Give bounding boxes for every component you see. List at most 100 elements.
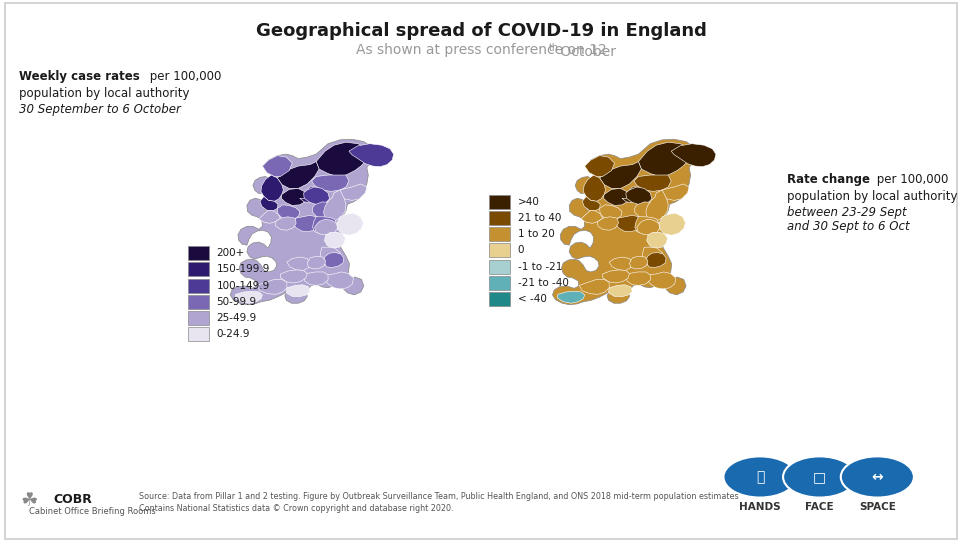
Polygon shape <box>286 285 309 296</box>
Polygon shape <box>320 247 341 267</box>
Polygon shape <box>314 219 337 235</box>
Polygon shape <box>580 210 602 223</box>
Text: population by local authority: population by local authority <box>786 190 956 203</box>
Polygon shape <box>234 292 262 304</box>
Polygon shape <box>259 210 280 223</box>
Text: 50-99.9: 50-99.9 <box>216 297 257 307</box>
Polygon shape <box>280 270 307 283</box>
Polygon shape <box>312 217 336 233</box>
Text: -1 to -21: -1 to -21 <box>517 262 561 272</box>
Polygon shape <box>646 272 675 289</box>
Polygon shape <box>307 256 326 269</box>
Text: 30 September to 6 October: 30 September to 6 October <box>19 103 181 116</box>
Polygon shape <box>582 175 605 201</box>
Polygon shape <box>339 184 366 201</box>
Polygon shape <box>281 189 307 205</box>
Text: th: th <box>548 43 558 53</box>
Polygon shape <box>599 162 641 189</box>
Polygon shape <box>234 292 262 304</box>
Polygon shape <box>262 156 292 177</box>
Polygon shape <box>581 197 600 211</box>
Polygon shape <box>645 190 668 221</box>
Text: Source: Data from Pillar 1 and 2 testing. Figure by Outbreak Surveillance Team, : Source: Data from Pillar 1 and 2 testing… <box>139 492 738 501</box>
Text: COBR: COBR <box>53 493 91 506</box>
Polygon shape <box>304 187 330 205</box>
Text: SPACE: SPACE <box>858 502 895 512</box>
Polygon shape <box>622 187 639 203</box>
Polygon shape <box>336 213 363 235</box>
Polygon shape <box>307 256 326 269</box>
Polygon shape <box>324 233 345 248</box>
Text: 21 to 40: 21 to 40 <box>517 213 560 223</box>
Polygon shape <box>304 272 328 286</box>
Text: HANDS: HANDS <box>738 502 780 512</box>
Polygon shape <box>608 257 631 270</box>
Polygon shape <box>323 190 346 221</box>
Polygon shape <box>646 233 667 248</box>
Polygon shape <box>262 156 292 177</box>
Polygon shape <box>597 217 618 230</box>
Polygon shape <box>584 156 614 177</box>
Polygon shape <box>636 219 659 235</box>
Polygon shape <box>671 144 715 167</box>
Polygon shape <box>286 285 309 296</box>
Polygon shape <box>603 189 628 205</box>
Polygon shape <box>661 184 688 201</box>
Text: ✋: ✋ <box>755 470 763 484</box>
Polygon shape <box>312 202 333 219</box>
Polygon shape <box>599 205 622 220</box>
Text: 100-149.9: 100-149.9 <box>216 281 269 291</box>
Polygon shape <box>646 253 665 267</box>
Polygon shape <box>312 202 333 219</box>
Polygon shape <box>286 257 309 270</box>
Polygon shape <box>293 215 319 231</box>
Polygon shape <box>275 217 296 230</box>
Polygon shape <box>320 247 341 267</box>
Text: between 23-29 Sept: between 23-29 Sept <box>786 206 905 219</box>
Polygon shape <box>324 253 343 267</box>
Text: < -40: < -40 <box>517 294 546 304</box>
Polygon shape <box>259 197 278 211</box>
Text: 25-49.9: 25-49.9 <box>216 313 257 323</box>
Text: population by local authority: population by local authority <box>19 87 189 100</box>
Text: □: □ <box>812 470 825 484</box>
Text: 200+: 200+ <box>216 248 244 258</box>
Polygon shape <box>626 187 652 205</box>
Polygon shape <box>277 162 319 189</box>
Text: October: October <box>555 45 615 59</box>
Polygon shape <box>324 272 353 289</box>
Polygon shape <box>304 187 330 205</box>
Polygon shape <box>642 247 663 267</box>
Text: Contains National Statistics data © Crown copyright and database right 2020.: Contains National Statistics data © Crow… <box>139 504 454 513</box>
Polygon shape <box>628 256 648 269</box>
Polygon shape <box>602 270 628 283</box>
Text: ↔: ↔ <box>871 470 882 484</box>
Polygon shape <box>634 202 655 219</box>
Text: Rate change: Rate change <box>786 173 869 186</box>
Polygon shape <box>579 280 608 294</box>
Polygon shape <box>339 184 366 201</box>
Polygon shape <box>634 217 658 233</box>
Text: -21 to -40: -21 to -40 <box>517 278 568 288</box>
Polygon shape <box>277 162 319 189</box>
Polygon shape <box>324 272 353 289</box>
Polygon shape <box>230 139 374 305</box>
Polygon shape <box>638 142 691 177</box>
Text: per 100,000: per 100,000 <box>146 70 221 83</box>
Polygon shape <box>300 187 317 203</box>
Polygon shape <box>275 217 296 230</box>
Polygon shape <box>259 210 280 223</box>
Polygon shape <box>260 175 283 201</box>
Text: ☘: ☘ <box>20 491 37 509</box>
Polygon shape <box>293 215 319 231</box>
Polygon shape <box>257 280 286 294</box>
Polygon shape <box>277 205 300 220</box>
Polygon shape <box>349 144 393 167</box>
Text: and 30 Sept to 6 Oct: and 30 Sept to 6 Oct <box>786 220 908 233</box>
Polygon shape <box>314 219 337 235</box>
Polygon shape <box>556 292 584 304</box>
Text: FACE: FACE <box>804 502 833 512</box>
Polygon shape <box>552 139 696 305</box>
Polygon shape <box>336 213 363 235</box>
Polygon shape <box>259 197 278 211</box>
